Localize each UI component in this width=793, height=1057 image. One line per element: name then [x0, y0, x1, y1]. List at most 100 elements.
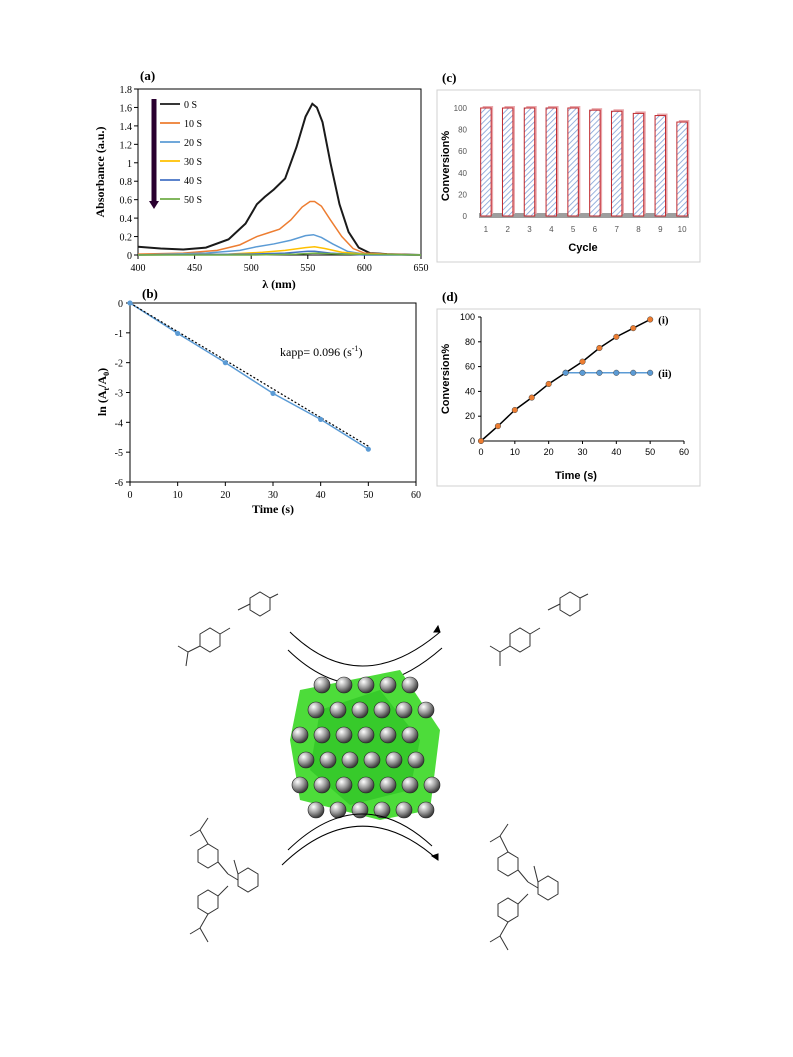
- b-data-point: [318, 416, 324, 422]
- b-ylabel-sub-0: 0: [102, 372, 111, 376]
- nanoparticle-sphere: [329, 801, 347, 819]
- chart-c: (c) 0 20 40 60 80 100 1 2 3 4 5 6 7 8 9 10 Cycle Conve…: [436, 70, 701, 263]
- nanoparticle-sphere: [379, 726, 397, 744]
- d-ytick-label: 60: [465, 362, 475, 372]
- d-data-point: [579, 369, 586, 376]
- nanoparticle-sphere: [357, 776, 375, 794]
- b-ylabel-mid: /A: [95, 375, 109, 388]
- a-xtick-label: 400: [131, 263, 146, 274]
- nanoparticle-sphere: [335, 726, 353, 744]
- d-data-point: [613, 333, 620, 340]
- d-xtick-label: 0: [478, 447, 483, 457]
- c-bar: [523, 107, 536, 217]
- a-ylabel: Absorbance (a.u.): [93, 126, 107, 217]
- d-series-line: [480, 318, 651, 442]
- c-ytick-label: 60: [458, 147, 467, 156]
- d-xtick-label: 50: [645, 447, 655, 457]
- nanoparticle-sphere: [373, 801, 391, 819]
- nanoparticle-sphere: [357, 726, 375, 744]
- chart-a: (a) 0 0.2 0.4 0.6 0.8 1 1.2 1.4 1.6 1.8 400 450 500…: [93, 68, 429, 291]
- nanoparticle-sphere: [313, 776, 331, 794]
- d-xtick-label: 10: [510, 447, 520, 457]
- c-ytick-label: 0: [463, 212, 468, 221]
- nitro-molecule-left: [177, 591, 279, 667]
- d-ytick-label: 100: [460, 312, 475, 322]
- chart-d: (d) 0 20 40 60 80 100 0 10 20 30 40 50 60 (i) (ii) Ti…: [436, 289, 701, 487]
- a-ytick-label: 0.2: [120, 233, 133, 244]
- a-ytick-label: 1.8: [120, 85, 133, 96]
- c-bar: [654, 115, 667, 217]
- dye-molecule-right: [489, 823, 559, 951]
- c-ytick-label: 100: [454, 104, 468, 113]
- nanoparticle-sphere: [351, 801, 369, 819]
- b-xlabel: Time (s): [252, 502, 294, 516]
- c-ylabel: Conversion%: [440, 131, 452, 202]
- a-legend-label: 30 S: [184, 157, 202, 168]
- panel-d-label: (d): [442, 289, 458, 304]
- d-data-point: [596, 369, 603, 376]
- d-data-point: [596, 344, 603, 352]
- c-ytick-label: 80: [458, 126, 467, 135]
- d-data-point: [647, 369, 654, 376]
- top-arrows: [287, 624, 443, 685]
- c-bar: [589, 109, 601, 217]
- b-ytick-label: -3: [115, 389, 123, 400]
- d-series-label: (ii): [658, 368, 672, 380]
- c-xtick-label: 9: [658, 225, 663, 234]
- a-legend-label: 50 S: [184, 195, 202, 206]
- a-legend-label: 40 S: [184, 176, 202, 187]
- nanoparticle-sphere: [363, 751, 381, 769]
- panel-b-label: (b): [142, 286, 158, 301]
- c-xtick-label: 4: [549, 225, 554, 234]
- a-ytick-label: 0.6: [120, 196, 133, 207]
- b-annotation-sup: -1: [352, 344, 359, 353]
- nanoparticle-sphere: [373, 701, 391, 719]
- a-ytick-label: 1.4: [120, 122, 133, 133]
- d-data-point: [647, 316, 654, 323]
- d-data-point: [494, 423, 501, 430]
- nanoparticle-sphere: [401, 726, 419, 744]
- c-bar: [632, 112, 645, 217]
- c-xtick-label: 7: [614, 225, 619, 234]
- nanoparticle-sphere: [423, 776, 441, 794]
- b-data-point: [222, 360, 228, 366]
- c-xtick-label: 5: [571, 225, 576, 234]
- b-fit-line: [129, 302, 369, 447]
- nanoparticle-sphere: [401, 676, 419, 694]
- c-ytick-label: 20: [458, 190, 467, 199]
- a-series-line: [138, 252, 422, 256]
- c-bar: [676, 121, 688, 217]
- nanoparticle-sphere: [291, 776, 309, 794]
- b-xtick-label: 10: [173, 490, 183, 501]
- chart-c-frame: [436, 89, 701, 263]
- c-bar: [480, 107, 492, 217]
- b-ytick-label: -6: [115, 478, 123, 489]
- panel-a-label: (a): [140, 68, 155, 83]
- nanoparticle-sphere: [379, 676, 397, 694]
- a-series-line: [137, 245, 422, 256]
- b-ylabel: ln (At/A0): [95, 368, 111, 416]
- b-xtick-label: 30: [268, 490, 278, 501]
- a-ytick-label: 1: [127, 159, 132, 170]
- nanoparticle-sphere: [351, 701, 369, 719]
- b-xtick-label: 0: [128, 490, 133, 501]
- d-data-point: [630, 325, 637, 332]
- c-bar: [610, 110, 623, 217]
- nanoparticle-sphere: [395, 701, 413, 719]
- amine-molecule-right: [489, 591, 589, 666]
- b-xtick-label: 50: [363, 490, 373, 501]
- a-xtick-label: 550: [300, 263, 315, 274]
- b-xtick-label: 40: [316, 490, 326, 501]
- c-xtick-label: 6: [593, 225, 598, 234]
- b-ytick-label: -1: [115, 329, 123, 340]
- d-ytick-label: 20: [465, 411, 475, 421]
- b-ytick-label: 0: [118, 299, 123, 310]
- d-data-point: [613, 369, 620, 376]
- nanoparticle-sphere: [379, 776, 397, 794]
- nanoparticle-sphere: [313, 676, 331, 694]
- dye-molecule-left: [189, 817, 259, 943]
- a-ytick-label: 0.8: [120, 177, 133, 188]
- b-ylabel-sub-t: t: [102, 388, 111, 391]
- b-ytick-label: -5: [115, 448, 123, 459]
- d-data-point: [545, 380, 552, 388]
